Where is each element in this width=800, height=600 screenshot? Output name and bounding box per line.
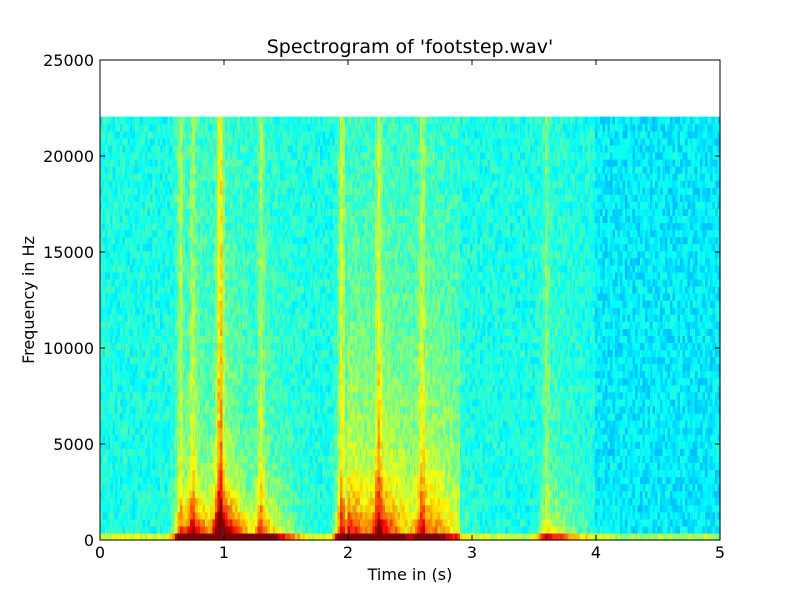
- figure: 012345 0 5000 10000 15000 20000 25000 Spectro…: [19, 36, 726, 584]
- spectrogram-chart: 012345 0500010000150002000025000 Spectro…: [19, 36, 725, 584]
